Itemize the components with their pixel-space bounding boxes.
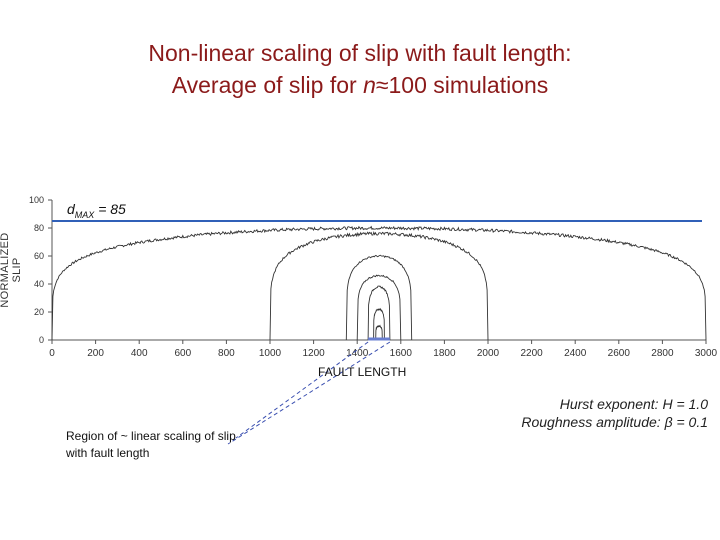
chart-series xyxy=(51,225,707,341)
y-tick-label: 80 xyxy=(34,223,44,233)
title-suffix: 100 simulations xyxy=(388,72,549,98)
x-tick-label: 800 xyxy=(218,348,235,359)
dmax-sub: MAX xyxy=(74,209,95,220)
series-line xyxy=(269,230,489,341)
series-line xyxy=(373,307,385,341)
dmax-value: = 85 xyxy=(94,201,126,217)
leader-line xyxy=(227,341,391,445)
chart-title-line1: Non-linear scaling of slip with fault le… xyxy=(148,40,572,66)
x-tick-label: 600 xyxy=(174,348,191,359)
x-tick-label: 0 xyxy=(49,348,55,359)
y-axis-label: NORMALIZED SLIP xyxy=(0,232,23,308)
chart-overlay xyxy=(52,220,702,445)
x-tick-label: 1000 xyxy=(259,348,282,359)
y-tick-label: 100 xyxy=(29,195,44,205)
x-tick-label: 2600 xyxy=(608,348,631,359)
series-line xyxy=(375,324,383,341)
title-n: n xyxy=(363,72,376,98)
dmax-d: d xyxy=(67,201,75,217)
series-line xyxy=(345,254,413,341)
x-tick-label: 400 xyxy=(131,348,148,359)
title-approx: ≈ xyxy=(375,72,389,98)
series-line xyxy=(51,225,707,341)
x-tick-label: 1400 xyxy=(346,348,369,359)
leader-line xyxy=(235,341,369,439)
series-line xyxy=(367,285,391,341)
x-tick-label: 1600 xyxy=(390,348,413,359)
region-note: Region of ~ linear scaling of slip with … xyxy=(66,429,236,460)
x-tick-label: 200 xyxy=(87,348,104,359)
y-tick-label: 40 xyxy=(34,279,44,289)
x-tick-label: 2800 xyxy=(651,348,674,359)
x-tick-label: 2200 xyxy=(520,348,543,359)
y-tick-label: 60 xyxy=(34,251,44,261)
x-tick-label: 1800 xyxy=(433,348,456,359)
y-tick-label: 20 xyxy=(34,307,44,317)
hurst-exponent-note: Hurst exponent: H = 1.0 xyxy=(559,396,708,412)
x-tick-label: 1200 xyxy=(302,348,325,359)
x-tick-label: 2000 xyxy=(477,348,500,359)
series-line xyxy=(356,274,402,341)
x-tick-label: 3000 xyxy=(695,348,718,359)
x-axis-label: FAULT LENGTH xyxy=(318,365,407,379)
dmax-annotation: dMAX = 85 xyxy=(67,201,126,220)
roughness-amplitude-note: Roughness amplitude: β = 0.1 xyxy=(521,414,708,430)
x-tick-label: 2400 xyxy=(564,348,587,359)
y-tick-label: 0 xyxy=(39,335,44,345)
title-prefix: Average of slip for xyxy=(171,72,364,98)
chart-title-line2: Average of slip for n≈100 simulations xyxy=(0,70,720,100)
